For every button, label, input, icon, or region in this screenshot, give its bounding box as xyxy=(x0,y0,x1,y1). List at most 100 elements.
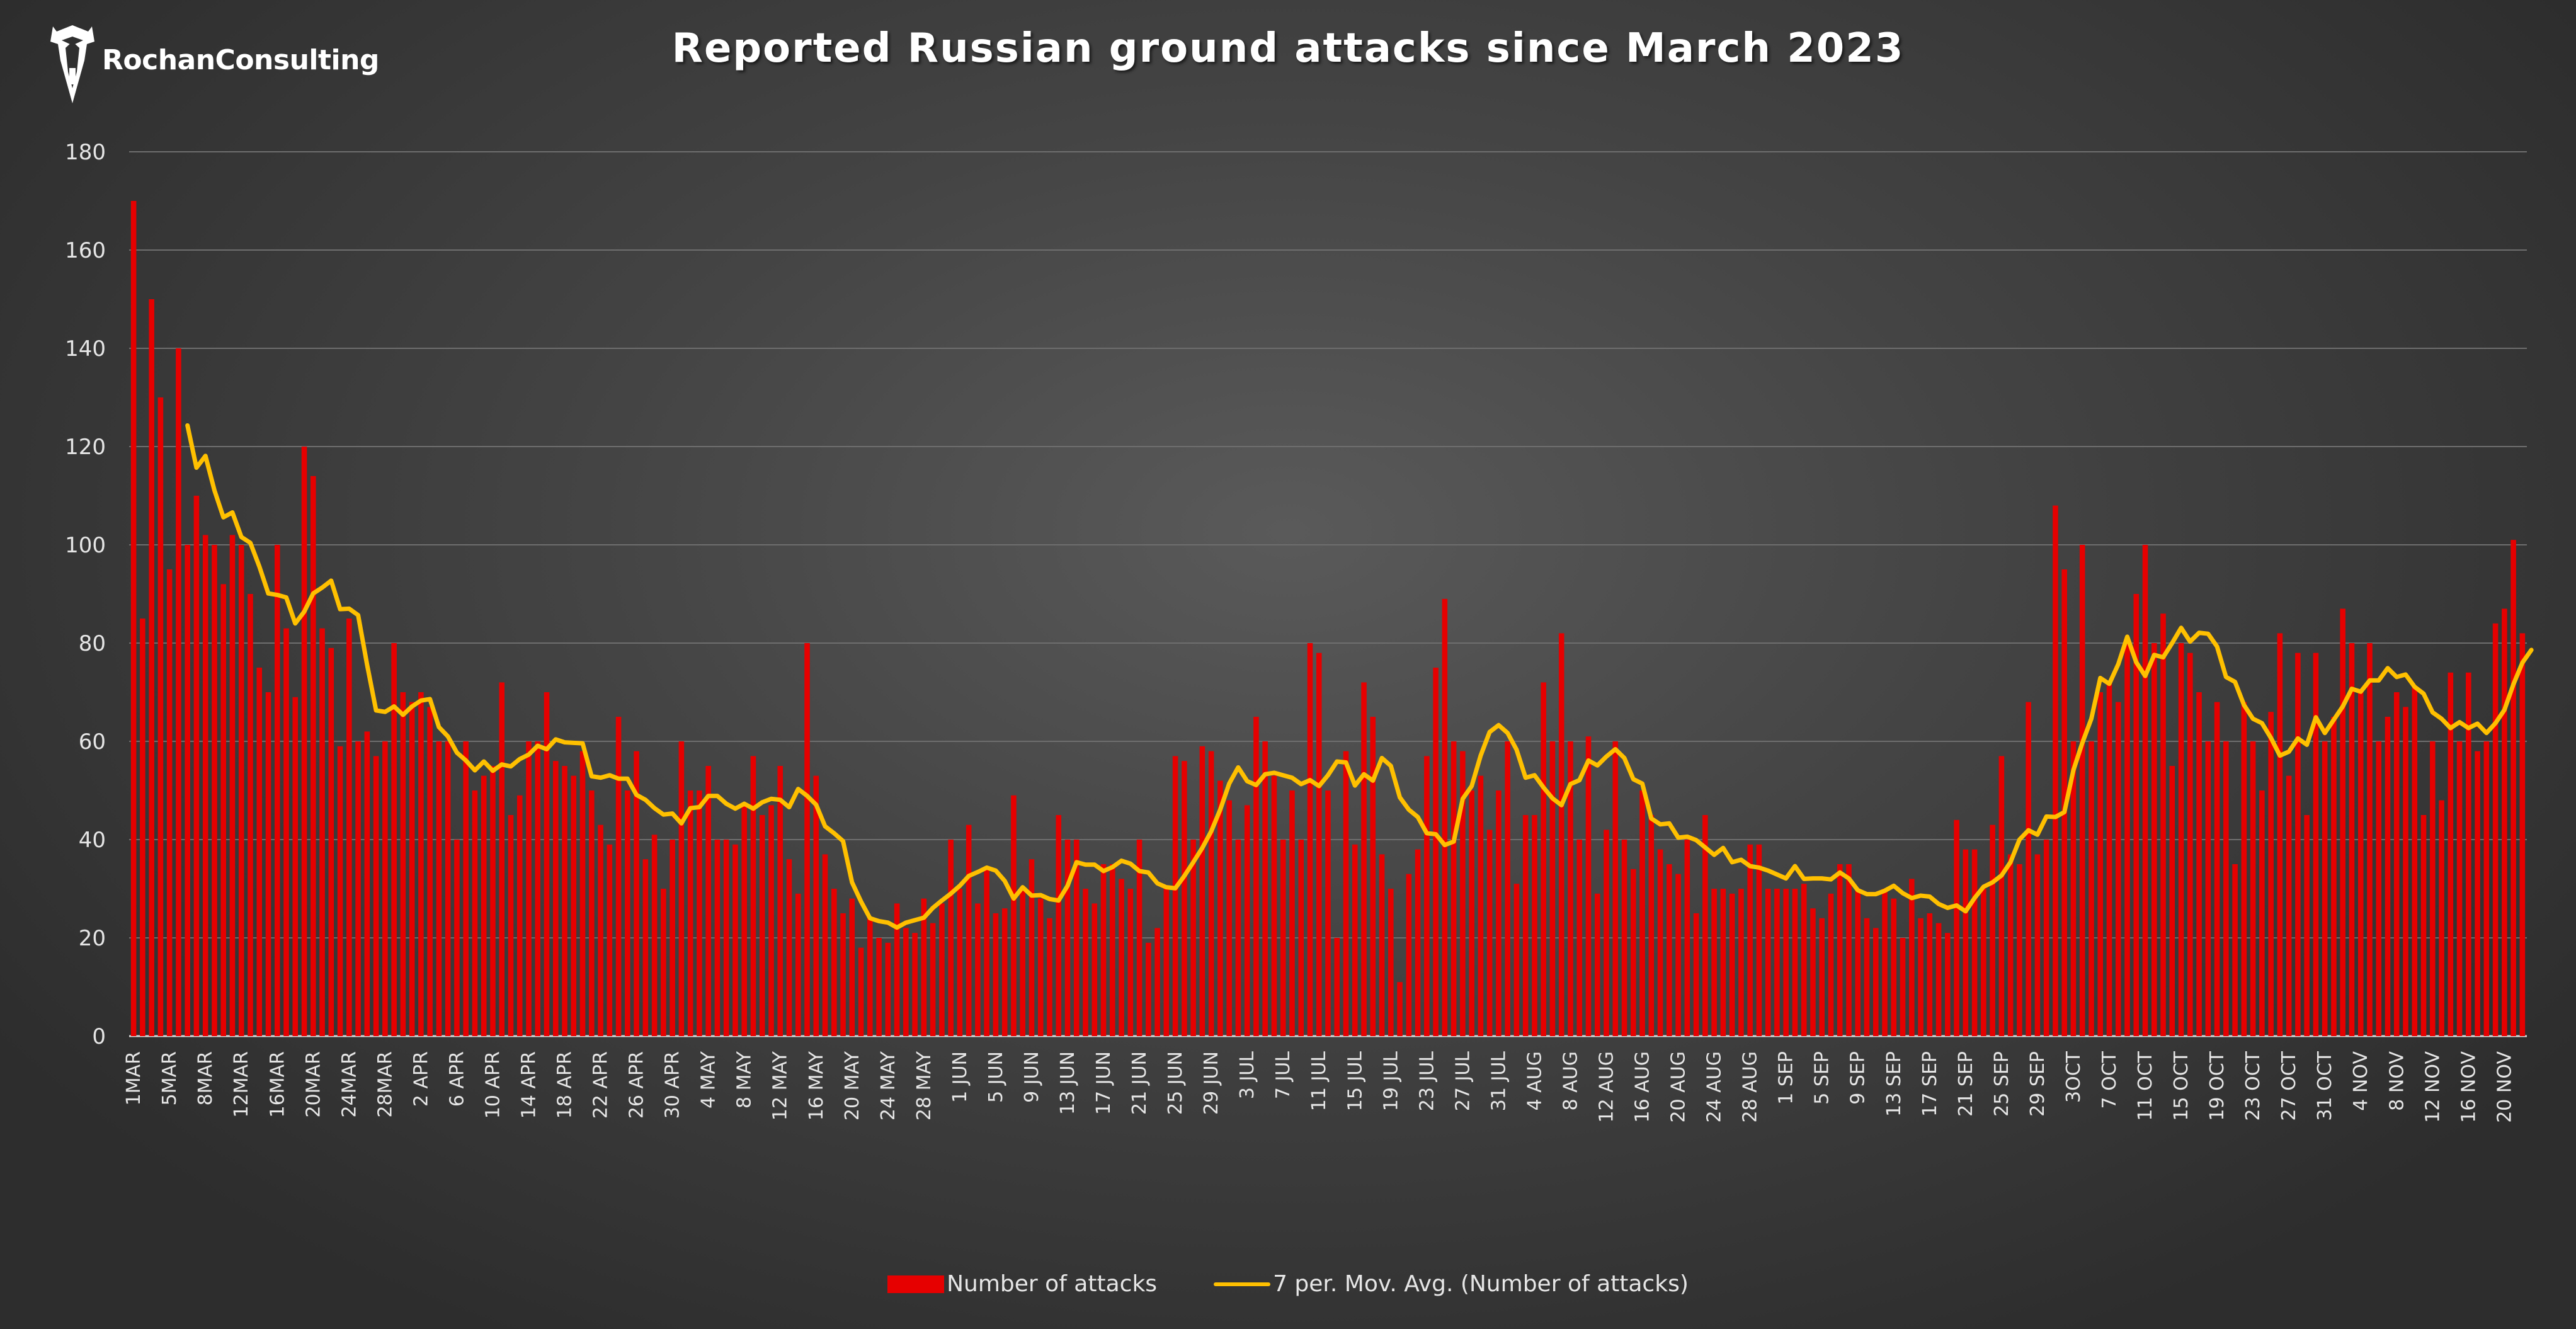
bar xyxy=(1001,908,1008,1036)
x-tick-label: 23 OCT xyxy=(2242,1051,2264,1121)
bar xyxy=(1621,840,1627,1036)
bar xyxy=(2097,692,2104,1036)
bar xyxy=(2232,864,2238,1036)
bar xyxy=(840,913,846,1036)
x-tick-label: 16 MAY xyxy=(806,1051,828,1121)
x-tick-label: 20 NOV xyxy=(2493,1051,2516,1123)
bar xyxy=(2178,643,2184,1036)
x-tick-label: 13 SEP xyxy=(1883,1051,1905,1117)
bar xyxy=(436,741,442,1036)
bar xyxy=(2439,800,2444,1036)
bar xyxy=(1963,849,1969,1036)
bar xyxy=(382,741,388,1036)
bar xyxy=(1505,741,1510,1036)
bar xyxy=(2106,682,2112,1036)
y-tick-label: 60 xyxy=(79,729,106,755)
bar xyxy=(1918,918,1923,1036)
bar xyxy=(1172,756,1178,1036)
bar xyxy=(1235,840,1241,1036)
bar xyxy=(1226,800,1232,1036)
bar xyxy=(876,938,882,1036)
bar xyxy=(499,682,505,1036)
bar xyxy=(1307,643,1313,1036)
bar xyxy=(607,844,613,1036)
bar xyxy=(2322,741,2328,1036)
bar xyxy=(454,840,460,1036)
y-tick-label: 140 xyxy=(65,336,106,362)
bar xyxy=(445,741,451,1036)
bar xyxy=(1702,815,1708,1036)
bar xyxy=(2448,672,2454,1036)
moving-average-series xyxy=(185,423,2534,930)
bar xyxy=(1864,918,1870,1036)
bar xyxy=(1657,849,1663,1036)
bar xyxy=(1253,717,1259,1036)
bar xyxy=(2367,643,2373,1036)
bar xyxy=(2089,741,2094,1036)
bar xyxy=(2349,643,2355,1036)
bar xyxy=(1182,761,1187,1036)
bar xyxy=(508,815,514,1036)
bar xyxy=(1576,840,1583,1036)
x-tick-label: 31 JUL xyxy=(1488,1051,1510,1112)
bar xyxy=(535,741,541,1036)
bar xyxy=(1450,741,1457,1036)
bar xyxy=(185,545,190,1036)
bar xyxy=(1352,844,1358,1036)
legend-label-moving-average: 7 per. Mov. Avg. (Number of attacks) xyxy=(1273,1271,1689,1297)
bar xyxy=(1424,756,1430,1036)
bar xyxy=(1037,898,1044,1036)
bar xyxy=(1945,933,1951,1036)
bar xyxy=(166,569,173,1036)
legend-bar-swatch xyxy=(887,1275,945,1293)
bar xyxy=(1783,889,1789,1036)
bar xyxy=(1828,893,1834,1036)
x-tick-label: 14 APR xyxy=(518,1051,540,1119)
bar xyxy=(759,815,765,1036)
bar xyxy=(292,697,299,1036)
bar xyxy=(1083,889,1088,1036)
x-tick-label: 15 OCT xyxy=(2170,1051,2192,1121)
x-tick-label: 28 MAY xyxy=(913,1051,935,1121)
bar xyxy=(777,766,784,1036)
x-tick-label: 4 NOV xyxy=(2350,1051,2372,1111)
bar xyxy=(1612,741,1619,1036)
x-tick-label: 19 JUL xyxy=(1380,1051,1402,1112)
bar xyxy=(2295,653,2301,1036)
bar xyxy=(1604,830,1609,1036)
x-tick-label: 21 SEP xyxy=(1955,1051,1977,1117)
bar xyxy=(2223,741,2229,1036)
bar xyxy=(1029,859,1035,1036)
bar xyxy=(1837,864,1843,1036)
bar xyxy=(481,775,487,1036)
x-tick-label: 2 APR xyxy=(410,1051,432,1107)
bar xyxy=(705,766,711,1036)
x-tick-label: 25 JUN xyxy=(1165,1051,1187,1115)
x-tick-label: 10 APR xyxy=(482,1051,504,1119)
bar xyxy=(697,790,702,1036)
y-tick-label: 40 xyxy=(79,828,106,853)
bar xyxy=(1648,815,1655,1036)
x-tick-label: 23 JUL xyxy=(1416,1051,1438,1112)
bar xyxy=(1056,815,1062,1036)
bar xyxy=(1271,775,1277,1036)
bar xyxy=(2017,864,2022,1036)
bar xyxy=(831,889,837,1036)
bar xyxy=(1262,741,1268,1036)
bar xyxy=(642,859,649,1036)
bar xyxy=(140,619,145,1036)
bar xyxy=(1667,864,1672,1036)
bar xyxy=(2007,854,2014,1036)
bar xyxy=(1882,889,1888,1036)
bar xyxy=(2133,594,2140,1036)
bar xyxy=(1522,815,1529,1036)
x-tick-label: 12MAR xyxy=(231,1051,253,1117)
x-tick-label: 12 MAY xyxy=(770,1051,792,1121)
bar xyxy=(1469,790,1474,1036)
bar xyxy=(311,476,316,1036)
bar xyxy=(822,854,828,1036)
bar xyxy=(984,869,989,1036)
bar xyxy=(328,647,334,1036)
bar xyxy=(2026,702,2031,1036)
bar xyxy=(157,397,164,1036)
